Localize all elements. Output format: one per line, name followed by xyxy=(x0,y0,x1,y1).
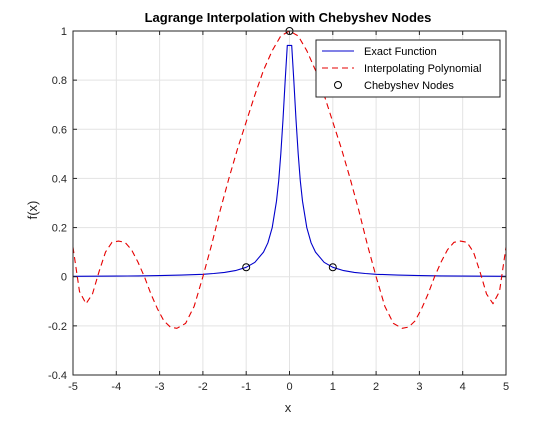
x-tick-label: -4 xyxy=(111,381,121,393)
y-tick-label: -0.4 xyxy=(48,370,67,382)
x-tick-label: 5 xyxy=(503,381,509,393)
chart-title: Lagrange Interpolation with Chebyshev No… xyxy=(145,10,432,25)
x-axis-label: x xyxy=(285,400,292,415)
y-tick-label: 0.4 xyxy=(52,173,67,185)
exact-function-line xyxy=(72,44,507,277)
x-tick-label: 2 xyxy=(373,381,379,393)
x-tick-label: 3 xyxy=(416,381,422,393)
x-tick-label: -1 xyxy=(241,381,251,393)
legend-entry-label: Interpolating Polynomial xyxy=(364,63,481,75)
x-tick-label: 1 xyxy=(330,381,336,393)
y-tick-label: 0.8 xyxy=(52,75,67,87)
y-tick-label: 0.2 xyxy=(52,223,67,235)
chebyshev-node-marker xyxy=(328,263,337,272)
chebyshev-node-marker xyxy=(242,263,251,272)
tick-labels: -5 -4 -3 -2 -1 0 1 2 3 4 5 -0.4 -0.2 0 0.2 0.4 0.6 0.8 1 xyxy=(48,26,509,393)
y-tick-label: 1 xyxy=(61,26,67,38)
y-axis-label: f(x) xyxy=(25,201,40,220)
legend-entry-label: Exact Function xyxy=(364,46,437,58)
legend-marker-icon xyxy=(334,81,342,89)
x-tick-label: 4 xyxy=(460,381,466,393)
y-tick-label: 0 xyxy=(61,272,67,284)
x-tick-label: -3 xyxy=(155,381,165,393)
y-tick-label: -0.2 xyxy=(48,321,67,333)
x-tick-label: -2 xyxy=(198,381,208,393)
x-tick-label: 0 xyxy=(286,381,292,393)
legend: Exact Function Interpolating Polynomial Ch… xyxy=(315,39,501,98)
y-tick-label: 0.6 xyxy=(52,124,67,136)
interpolating-polynomial-line xyxy=(72,30,507,329)
x-tick-label: -5 xyxy=(68,381,78,393)
axes xyxy=(72,30,507,376)
legend-entry-label: Chebyshev Nodes xyxy=(364,80,454,92)
